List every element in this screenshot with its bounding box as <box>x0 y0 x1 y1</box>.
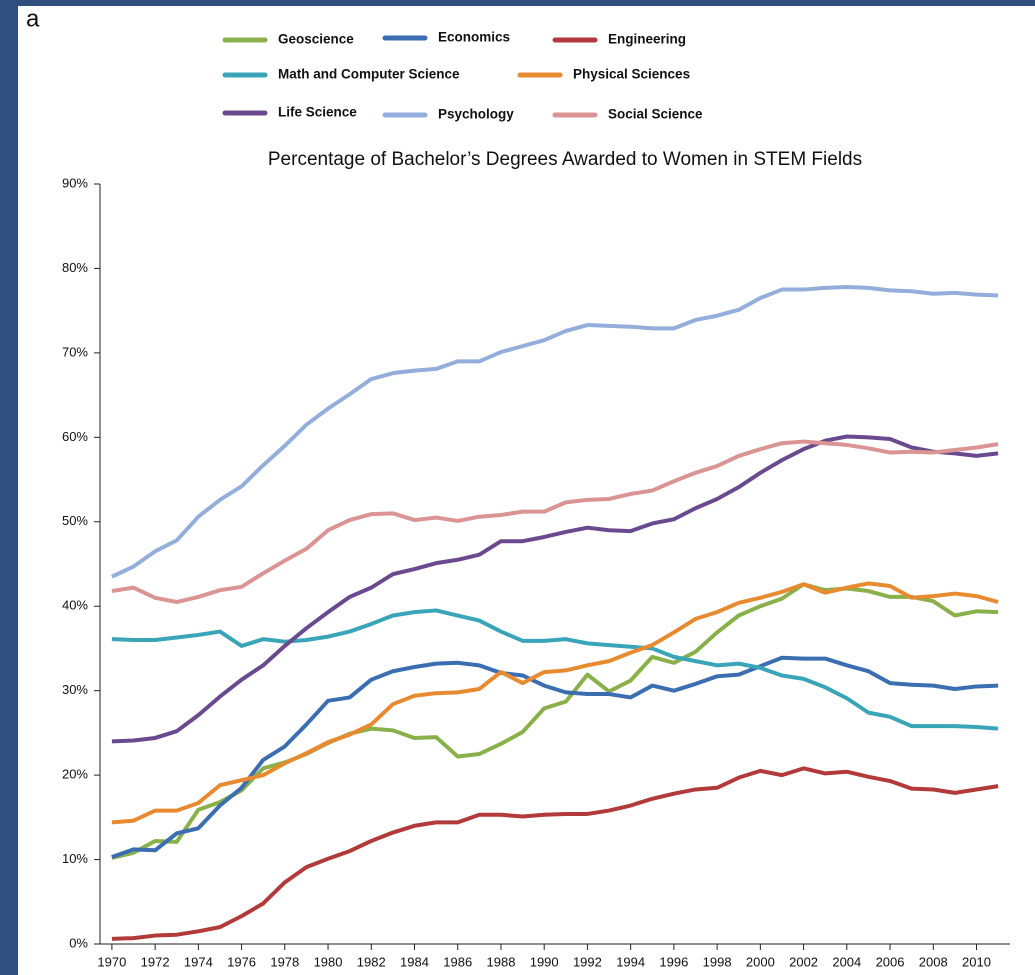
legend-label: Social Science <box>608 107 703 122</box>
x-tick-label: 2002 <box>789 954 818 969</box>
y-tick-label: 40% <box>62 598 88 613</box>
legend-label: Physical Sciences <box>573 67 690 82</box>
legend-label: Psychology <box>438 107 514 122</box>
legend-label: Life Science <box>278 105 357 120</box>
series-line <box>111 608 999 731</box>
legend-label: Engineering <box>608 32 686 47</box>
panel-label: a <box>26 5 40 32</box>
x-tick-label: 2006 <box>876 954 905 969</box>
legend-label: Math and Computer Science <box>278 67 460 82</box>
y-tick-label: 80% <box>62 260 88 275</box>
x-tick-label: 1976 <box>227 954 256 969</box>
x-tick-label: 1982 <box>357 954 386 969</box>
series-line <box>111 581 999 825</box>
y-tick-label: 50% <box>62 513 88 528</box>
y-tick-label: 20% <box>62 767 88 782</box>
x-tick-label: 2010 <box>962 954 991 969</box>
series-line <box>111 655 999 859</box>
series-line <box>111 766 999 941</box>
y-tick-label: 0% <box>69 935 88 950</box>
x-tick-label: 1984 <box>400 954 429 969</box>
y-tick-label: 30% <box>62 682 88 697</box>
x-tick-label: 1988 <box>487 954 516 969</box>
x-tick-label: 1992 <box>573 954 602 969</box>
series-line <box>111 434 999 744</box>
x-tick-label: 1986 <box>443 954 472 969</box>
x-tick-label: 1972 <box>141 954 170 969</box>
x-tick-label: 1980 <box>314 954 343 969</box>
x-tick-label: 2008 <box>919 954 948 969</box>
x-tick-label: 2004 <box>832 954 861 969</box>
series-line <box>111 439 999 604</box>
x-tick-label: 1978 <box>270 954 299 969</box>
x-tick-label: 1990 <box>530 954 559 969</box>
x-tick-label: 1974 <box>184 954 213 969</box>
x-tick-label: 1998 <box>703 954 732 969</box>
x-tick-label: 2000 <box>746 954 775 969</box>
legend-label: Geoscience <box>278 32 354 47</box>
y-tick-label: 90% <box>62 175 88 190</box>
panel-background <box>18 6 1035 975</box>
series-line <box>111 285 999 579</box>
y-tick-label: 60% <box>62 429 88 444</box>
legend-label: Economics <box>438 30 510 45</box>
x-tick-label: 1996 <box>659 954 688 969</box>
y-tick-label: 70% <box>62 344 88 359</box>
x-tick-label: 1970 <box>97 954 126 969</box>
y-tick-label: 10% <box>62 851 88 866</box>
chart-title: Percentage of Bachelor’s Degrees Awarded… <box>268 149 862 170</box>
x-tick-label: 1994 <box>616 954 645 969</box>
